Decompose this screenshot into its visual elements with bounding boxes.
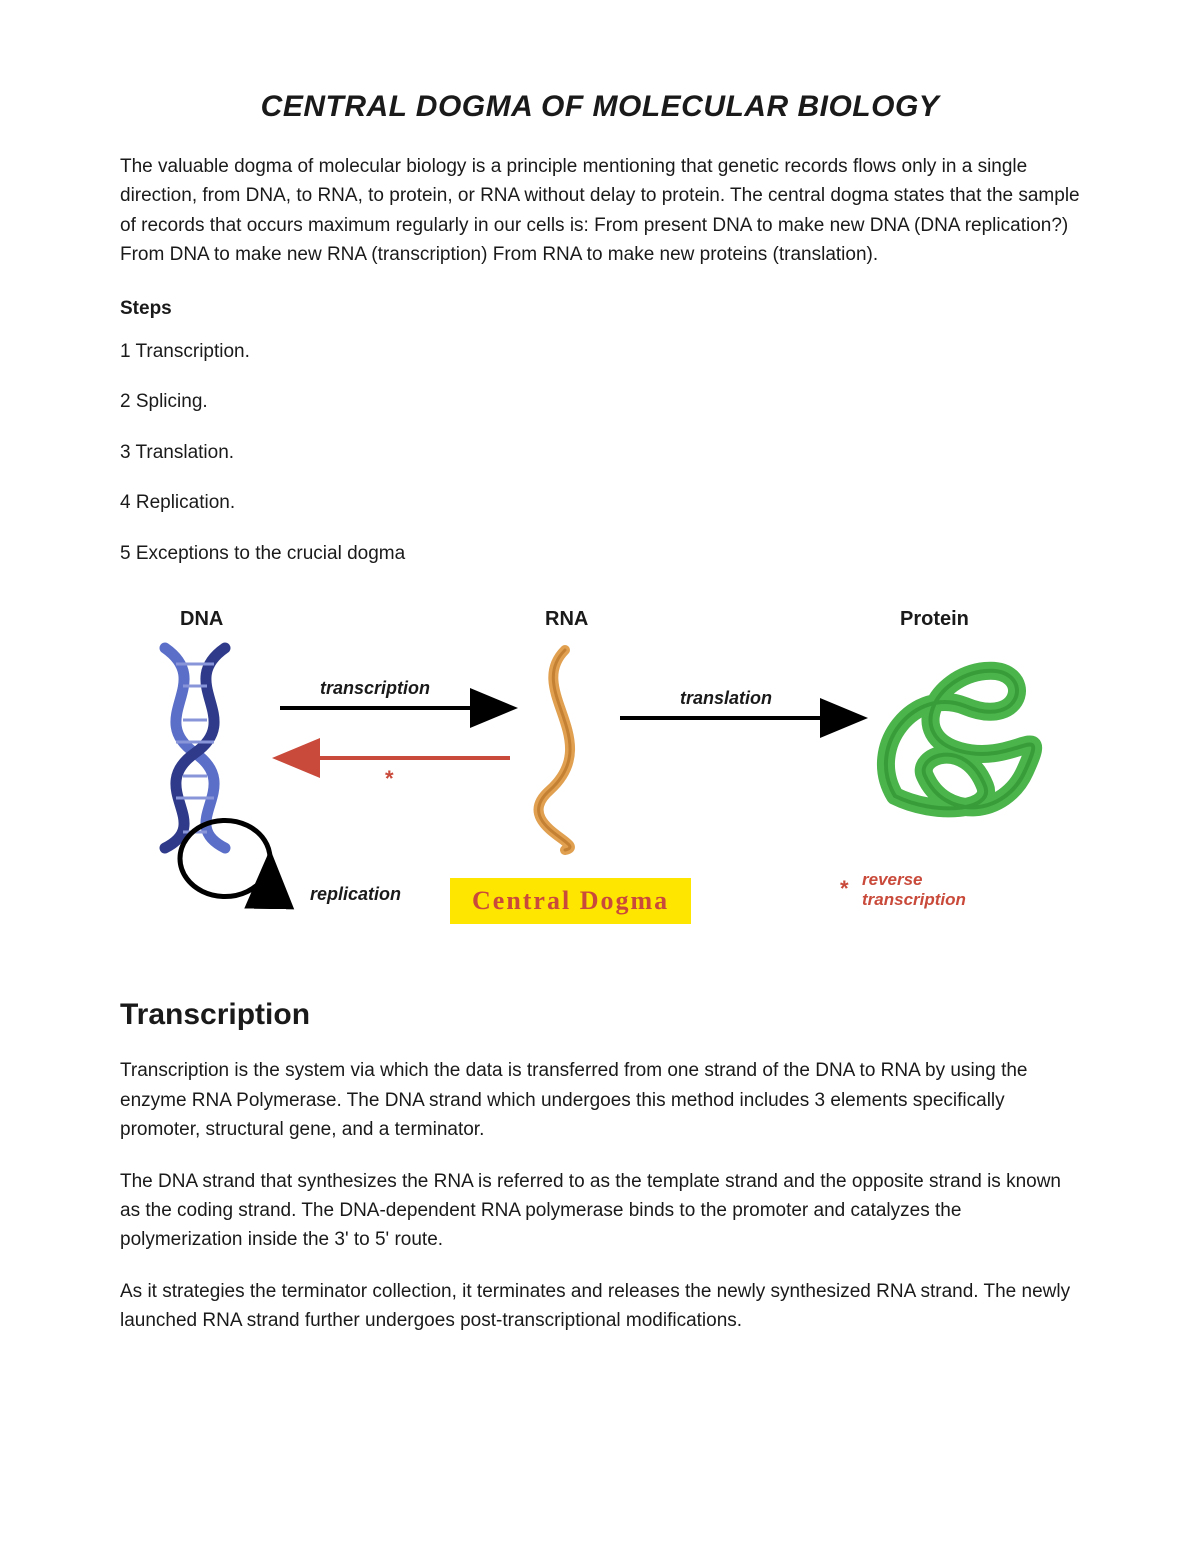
page-title: CENTRAL DOGMA OF MOLECULAR BIOLOGY <box>120 90 1080 124</box>
central-dogma-diagram: DNA RNA Protein <box>120 608 1080 948</box>
step-item: 3 Translation. <box>120 439 1080 468</box>
transcription-heading: Transcription <box>120 998 1080 1032</box>
step-item: 2 Splicing. <box>120 388 1080 417</box>
dna-icon <box>165 648 225 848</box>
asterisk-on-arrow: * <box>385 766 394 792</box>
step-item: 4 Replication. <box>120 489 1080 518</box>
step-item: 1 Transcription. <box>120 338 1080 367</box>
transcription-para: As it strategies the terminator collecti… <box>120 1277 1080 1336</box>
transcription-label: transcription <box>320 678 430 699</box>
steps-heading: Steps <box>120 298 1080 320</box>
translation-label: translation <box>680 688 772 709</box>
intro-paragraph: The valuable dogma of molecular biology … <box>120 152 1080 270</box>
replication-loop <box>180 821 270 897</box>
replication-label: replication <box>310 884 401 905</box>
step-item: 5 Exceptions to the crucial dogma <box>120 540 1080 569</box>
transcription-para: The DNA strand that synthesizes the RNA … <box>120 1167 1080 1255</box>
transcription-para: Transcription is the system via which th… <box>120 1056 1080 1144</box>
asterisk-legend: * <box>840 876 849 902</box>
reverse-transcription-label: reverse transcription <box>862 870 966 909</box>
rna-icon <box>539 650 570 850</box>
protein-icon <box>886 671 1033 809</box>
central-dogma-banner: Central Dogma <box>450 878 691 924</box>
